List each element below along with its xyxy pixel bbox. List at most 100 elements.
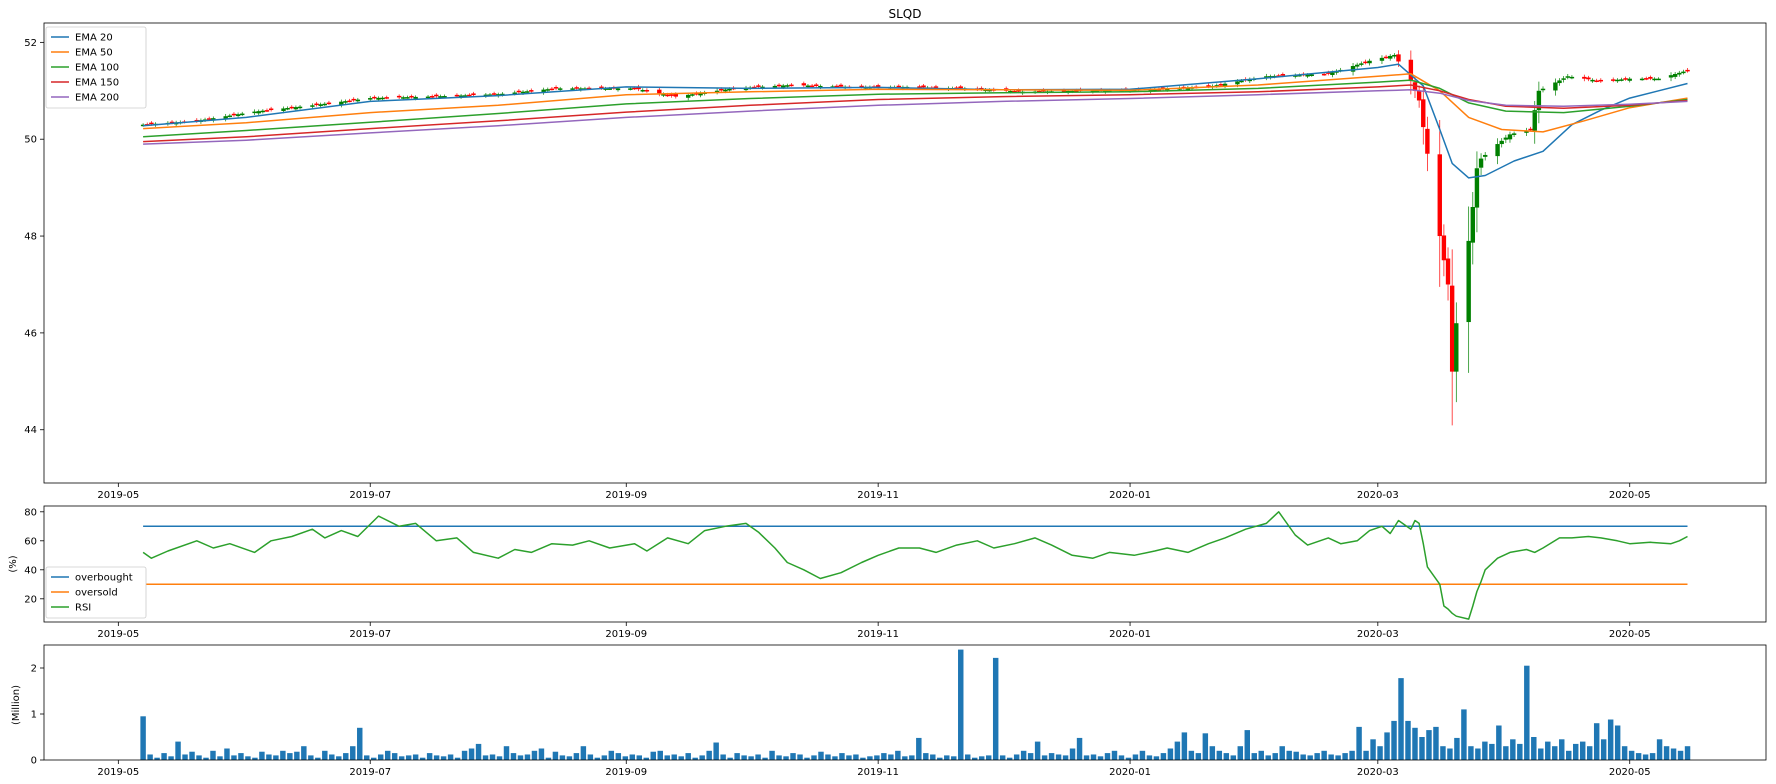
rsi-y-tick-label: 40 bbox=[24, 565, 37, 576]
price-legend-label: EMA 150 bbox=[75, 78, 119, 89]
candle-body bbox=[1297, 74, 1302, 77]
candle-body bbox=[467, 94, 472, 97]
candle-body bbox=[368, 98, 373, 100]
candle-body bbox=[1553, 82, 1558, 91]
volume-bar bbox=[252, 757, 258, 760]
volume-bar bbox=[909, 755, 915, 760]
volume-x-tick-label: 2020-03 bbox=[1357, 767, 1399, 778]
candle-body bbox=[1326, 72, 1331, 74]
volume-bar bbox=[238, 753, 244, 760]
volume-bar bbox=[475, 743, 482, 760]
volume-bar bbox=[839, 753, 845, 760]
volume-bar bbox=[622, 756, 629, 760]
volume-bar bbox=[217, 756, 223, 760]
volume-bar bbox=[643, 757, 649, 760]
volume-bar bbox=[566, 756, 573, 760]
volume-bar bbox=[985, 755, 992, 760]
candle-body bbox=[438, 96, 443, 98]
candle-body bbox=[1416, 90, 1422, 101]
candle-body bbox=[1016, 90, 1021, 92]
candle-body bbox=[1218, 84, 1224, 86]
candle-body bbox=[553, 87, 559, 89]
candle-body bbox=[1425, 128, 1430, 154]
rsi-y-tick-label: 80 bbox=[24, 507, 37, 518]
ema-series-line bbox=[143, 89, 1688, 145]
candle-body bbox=[285, 108, 290, 110]
volume-bar bbox=[1461, 709, 1467, 760]
price-legend-label: EMA 200 bbox=[75, 93, 119, 104]
candle-body bbox=[1615, 79, 1620, 82]
volume-bar bbox=[1579, 741, 1586, 760]
volume-bar bbox=[671, 754, 677, 760]
volume-bar bbox=[398, 756, 405, 760]
candle-body bbox=[1569, 76, 1575, 79]
volume-bar bbox=[224, 748, 230, 760]
volume-bar bbox=[154, 757, 160, 760]
volume-bar bbox=[580, 746, 587, 760]
candle-body bbox=[463, 95, 468, 97]
volume-bar bbox=[468, 748, 475, 760]
candle-body bbox=[520, 91, 526, 94]
volume-bar bbox=[1412, 727, 1418, 760]
candle-body bbox=[1590, 79, 1595, 82]
volume-bar bbox=[958, 649, 964, 760]
candle-body bbox=[805, 85, 811, 88]
candle-body bbox=[1247, 79, 1253, 82]
volume-bar bbox=[1244, 730, 1250, 760]
volume-bar bbox=[1426, 730, 1432, 760]
candle-body bbox=[240, 113, 245, 116]
rsi-x-axis: 2019-05 2019-07 2019-09 2019-11 2020-01 2020-… bbox=[97, 622, 1651, 640]
volume-bar bbox=[1265, 755, 1271, 760]
candle-body bbox=[252, 111, 257, 114]
candle-body bbox=[1644, 78, 1649, 80]
volume-bar bbox=[517, 755, 524, 760]
rsi-plot-frame bbox=[43, 505, 1767, 623]
price-x-tick-label: 2019-11 bbox=[857, 490, 899, 501]
volume-bar bbox=[1349, 750, 1355, 760]
volume-bar bbox=[1621, 746, 1628, 760]
volume-bar bbox=[1593, 723, 1600, 760]
volume-bar bbox=[965, 754, 971, 760]
candle-body bbox=[471, 93, 476, 96]
candle-body bbox=[1561, 78, 1566, 80]
volume-bar bbox=[1468, 746, 1474, 760]
candle-body bbox=[694, 93, 699, 95]
volume-y-tick-label: 1 bbox=[31, 710, 37, 721]
volume-bar bbox=[545, 757, 552, 760]
candle-body bbox=[834, 85, 840, 88]
candle-body bbox=[1359, 63, 1364, 65]
volume-bar bbox=[1069, 748, 1076, 760]
candle-body bbox=[1652, 78, 1657, 81]
volume-bar bbox=[1111, 750, 1118, 760]
candle-body bbox=[1681, 71, 1686, 74]
volume-bar bbox=[1272, 753, 1278, 760]
candle-body bbox=[1214, 85, 1219, 87]
candle-body bbox=[615, 88, 621, 91]
volume-bar bbox=[294, 751, 300, 760]
candle-body bbox=[714, 90, 720, 93]
candle-body bbox=[644, 90, 650, 92]
price-y-tick-label: 52 bbox=[24, 38, 37, 49]
volume-bar bbox=[1377, 746, 1383, 760]
candle-body bbox=[458, 95, 464, 98]
volume-bar bbox=[888, 754, 894, 760]
candle-body bbox=[1321, 73, 1327, 76]
volume-bar bbox=[1475, 748, 1481, 760]
volume-bar bbox=[930, 754, 936, 760]
candle-body bbox=[396, 95, 402, 98]
volume-bar bbox=[273, 755, 279, 760]
volume-bar bbox=[1440, 746, 1446, 760]
volume-bar bbox=[867, 756, 873, 760]
candle-body bbox=[206, 118, 212, 120]
volume-bar bbox=[587, 754, 594, 760]
volume-bar bbox=[706, 750, 712, 760]
candle-body bbox=[1061, 90, 1067, 92]
volume-bar bbox=[895, 750, 901, 760]
volume-bar bbox=[1300, 754, 1306, 760]
candle-body bbox=[875, 85, 881, 87]
volume-bar bbox=[1635, 753, 1642, 760]
volume-bar bbox=[1125, 757, 1132, 760]
volume-bar bbox=[1076, 737, 1083, 760]
